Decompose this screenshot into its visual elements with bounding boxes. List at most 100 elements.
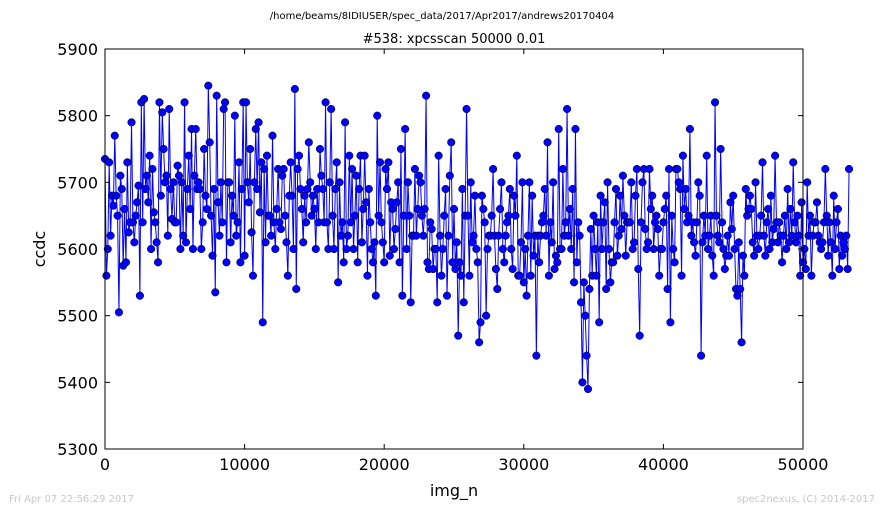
plot-area — [100, 48, 854, 450]
data-point — [699, 211, 708, 220]
data-point — [805, 211, 815, 220]
data-point — [254, 118, 263, 127]
data-point — [561, 218, 570, 227]
data-point — [479, 204, 488, 214]
data-point — [406, 298, 415, 307]
data-point — [336, 231, 345, 240]
data-point — [373, 111, 382, 120]
data-point — [294, 151, 304, 160]
data-point — [501, 231, 510, 240]
data-point — [780, 211, 789, 220]
data-point — [565, 204, 574, 214]
data-point — [176, 244, 185, 254]
data-point — [690, 238, 699, 247]
data-point — [120, 204, 129, 214]
data-point — [643, 238, 653, 247]
data-point — [525, 178, 534, 187]
data-point — [670, 258, 679, 267]
x-tick-label: 0 — [100, 455, 110, 474]
data-point — [662, 191, 671, 200]
data-point — [308, 191, 318, 200]
data-point — [113, 211, 122, 220]
data-point — [275, 218, 284, 227]
data-point — [507, 244, 516, 254]
data-point — [807, 271, 816, 280]
data-point — [705, 231, 714, 240]
data-point — [212, 91, 221, 100]
data-point — [370, 238, 379, 247]
footer-timestamp: Fri Apr 07 22:56:29 2017 — [9, 494, 135, 505]
data-point — [190, 171, 199, 180]
data-point — [444, 231, 453, 240]
data-point — [209, 184, 218, 194]
data-point — [236, 258, 245, 267]
data-point — [480, 218, 489, 227]
data-point — [158, 108, 167, 117]
data-point — [366, 218, 375, 227]
data-point — [737, 338, 746, 347]
data-point — [395, 258, 404, 267]
data-point — [692, 218, 701, 227]
y-tick-label: 5300 — [57, 440, 98, 459]
data-point — [306, 178, 315, 187]
data-point — [267, 231, 276, 240]
data-point — [655, 271, 664, 280]
data-point — [110, 131, 119, 140]
data-point — [240, 251, 249, 260]
data-point — [278, 171, 287, 180]
y-tick-label: 5400 — [57, 373, 98, 392]
data-point — [660, 204, 669, 214]
y-tick-label: 5900 — [57, 40, 98, 59]
data-point — [433, 298, 442, 307]
data-point — [265, 211, 274, 220]
data-point — [131, 211, 140, 220]
data-point — [497, 178, 506, 187]
data-point — [452, 238, 461, 247]
data-point — [363, 271, 372, 280]
data-point — [447, 138, 456, 147]
data-point — [362, 198, 371, 207]
data-point — [678, 151, 687, 160]
data-point — [663, 284, 672, 294]
data-point — [482, 311, 491, 320]
data-point — [743, 211, 752, 220]
data-point — [826, 238, 835, 247]
data-point — [667, 211, 676, 220]
data-point — [611, 184, 620, 194]
data-point — [570, 278, 579, 287]
data-point — [226, 238, 235, 247]
data-point — [451, 264, 460, 274]
data-point — [420, 204, 429, 214]
data-point — [634, 264, 643, 274]
data-point — [801, 264, 810, 274]
data-point — [233, 218, 242, 227]
data-point — [186, 204, 195, 214]
data-point — [603, 178, 612, 187]
data-point — [745, 191, 755, 200]
data-point — [632, 164, 641, 174]
data-point — [602, 284, 611, 294]
data-point — [172, 218, 181, 227]
x-tick-label: 20000 — [359, 455, 410, 474]
data-point — [184, 151, 193, 160]
data-point — [727, 224, 736, 234]
data-point — [824, 251, 833, 260]
data-point — [102, 271, 111, 280]
data-point — [724, 251, 734, 260]
data-point — [152, 238, 161, 247]
data-point — [147, 244, 156, 254]
data-point — [415, 171, 424, 180]
x-axis-ticks: 0 10000 20000 30000 40000 50000 — [100, 49, 828, 474]
data-point — [272, 204, 281, 214]
data-point — [403, 178, 412, 187]
data-point — [216, 178, 225, 187]
data-point — [339, 258, 348, 267]
data-point — [549, 178, 558, 187]
data-point — [177, 178, 186, 187]
data-point — [778, 258, 787, 267]
data-point — [600, 198, 609, 207]
y-tick-label: 5700 — [57, 173, 98, 192]
data-point — [459, 298, 468, 307]
data-point — [434, 151, 443, 160]
